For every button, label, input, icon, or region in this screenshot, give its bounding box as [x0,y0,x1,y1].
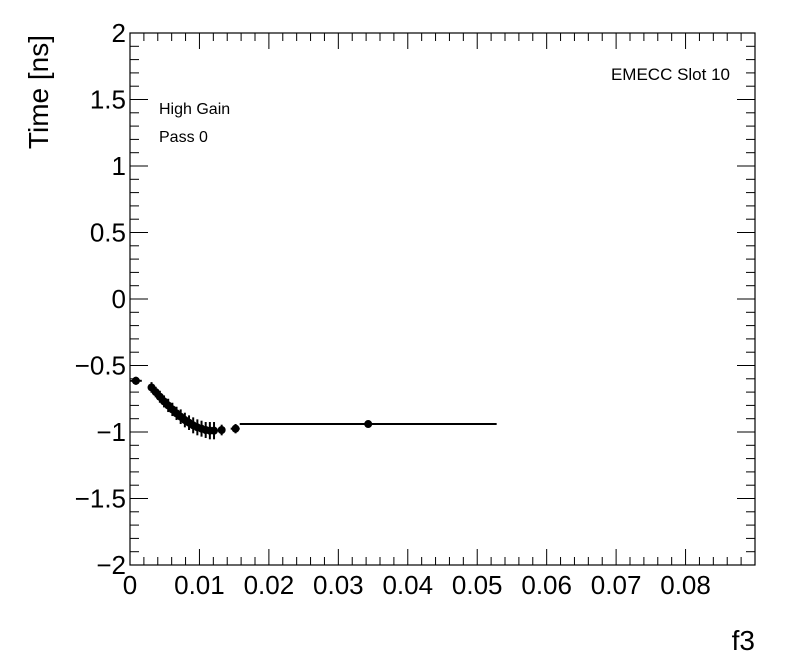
x-tick-label: 0.03 [313,570,364,600]
point-marker [210,426,219,435]
data-points [130,376,497,440]
x-tick-label: 0.02 [244,570,295,600]
x-tick-label: 0.07 [591,570,642,600]
x-axis-title: f3 [732,625,755,656]
y-axis-title: Time [ns] [23,35,54,149]
plot-frame [129,32,756,566]
point-marker [364,420,373,429]
annotation-slot: EMECC Slot 10 [611,65,730,84]
y-tick-label: 1 [112,151,126,181]
x-tick-label: 0.04 [382,570,433,600]
data-point [230,424,240,434]
x-tick-label: 0.06 [521,570,572,600]
annotation-pass: Pass 0 [159,129,208,146]
y-tick-label: −1.5 [75,484,126,514]
y-tick-label: −0.5 [75,351,126,381]
x-tick-label: 0 [123,570,137,600]
x-tick-label: 0.05 [452,570,503,600]
point-marker [131,376,140,385]
data-point [210,422,219,440]
y-tick-label: 2 [112,18,126,48]
axis-tick-labels: 0 0.01 0.02 0.03 0.04 0.05 0.06 0.07 0.08 −2 −1.5 −… [75,18,711,600]
axis-ticks [129,32,756,566]
data-point [217,424,226,436]
y-tick-label: 0.5 [90,218,126,248]
y-tick-label: 0 [112,284,126,314]
y-tick-label: −1 [96,417,126,447]
annotation-gain: High Gain [159,101,230,118]
point-marker [217,426,226,435]
x-tick-label: 0.08 [660,570,711,600]
data-point [130,376,142,385]
point-marker [231,424,240,433]
x-tick-label: 0.01 [174,570,225,600]
data-point [239,420,497,429]
y-tick-label: −2 [96,550,126,580]
y-tick-label: 1.5 [90,85,126,115]
